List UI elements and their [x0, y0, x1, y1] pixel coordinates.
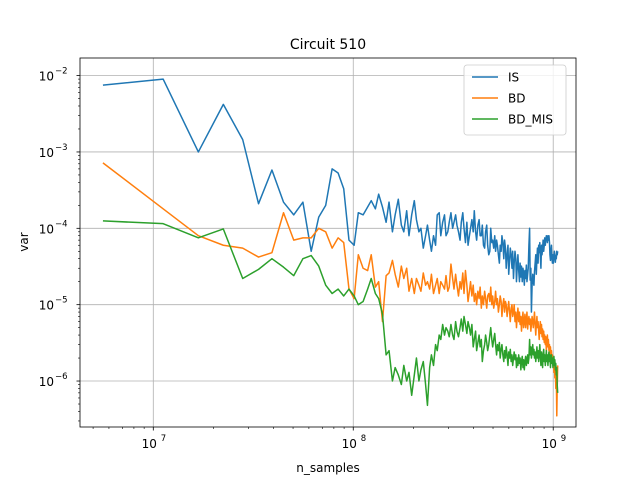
- data-series: [102, 78, 559, 417]
- y-tick-exponent: −5: [55, 296, 68, 306]
- x-axis-label: n_samples: [296, 461, 360, 475]
- y-tick-label: 10: [39, 146, 54, 160]
- x-tick-exponent: 9: [561, 434, 566, 444]
- y-tick-exponent: −4: [55, 219, 68, 229]
- axis-ticks: 10 7 10 8 10 910 −610 −510 −410 −310 −2: [39, 67, 566, 451]
- legend-label: IS: [508, 71, 519, 85]
- chart-title: Circuit 510: [290, 37, 366, 53]
- legend: IS BD BD_MIS: [463, 64, 567, 136]
- y-tick-label: 10: [39, 222, 54, 236]
- x-tick-label: 10: [342, 437, 357, 451]
- series-line-is: [102, 78, 559, 313]
- legend-box: [463, 64, 567, 136]
- y-tick-label: 10: [39, 375, 54, 389]
- legend-label: BD_MIS: [508, 113, 553, 127]
- x-tick-exponent: 8: [361, 434, 366, 444]
- legend-label: BD: [508, 92, 525, 106]
- y-tick-exponent: −6: [55, 372, 68, 382]
- y-axis-label: var: [17, 232, 31, 251]
- series-line-bd: [102, 162, 559, 417]
- x-tick-label: 10: [142, 437, 157, 451]
- x-tick-exponent: 7: [161, 434, 166, 444]
- axes-frame: [79, 57, 577, 428]
- y-tick-label: 10: [39, 299, 54, 313]
- x-tick-label: 10: [542, 437, 557, 451]
- y-tick-exponent: −2: [55, 67, 68, 77]
- series-line-bd-mis: [102, 220, 559, 407]
- y-tick-exponent: −3: [55, 143, 68, 153]
- y-tick-label: 10: [39, 70, 54, 84]
